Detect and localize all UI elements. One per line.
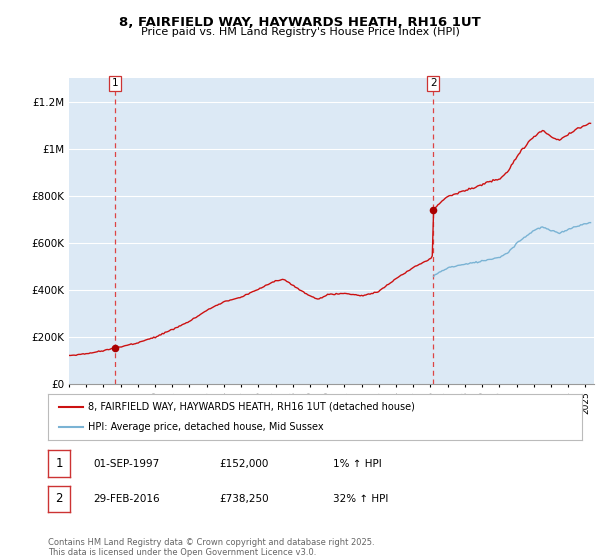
Text: 2: 2 — [55, 492, 63, 506]
Text: £152,000: £152,000 — [219, 459, 268, 469]
Text: Contains HM Land Registry data © Crown copyright and database right 2025.
This d: Contains HM Land Registry data © Crown c… — [48, 538, 374, 557]
Text: £738,250: £738,250 — [219, 494, 269, 504]
Text: 8, FAIRFIELD WAY, HAYWARDS HEATH, RH16 1UT (detached house): 8, FAIRFIELD WAY, HAYWARDS HEATH, RH16 1… — [88, 402, 415, 412]
Text: 29-FEB-2016: 29-FEB-2016 — [93, 494, 160, 504]
Text: HPI: Average price, detached house, Mid Sussex: HPI: Average price, detached house, Mid … — [88, 422, 323, 432]
Text: 1: 1 — [55, 457, 63, 470]
Text: 1: 1 — [112, 78, 118, 88]
Text: 32% ↑ HPI: 32% ↑ HPI — [333, 494, 388, 504]
Text: Price paid vs. HM Land Registry's House Price Index (HPI): Price paid vs. HM Land Registry's House … — [140, 27, 460, 37]
Text: 2: 2 — [430, 78, 437, 88]
Text: 01-SEP-1997: 01-SEP-1997 — [93, 459, 159, 469]
Point — [428, 206, 438, 215]
Text: 1% ↑ HPI: 1% ↑ HPI — [333, 459, 382, 469]
Point — [110, 343, 120, 352]
Text: 8, FAIRFIELD WAY, HAYWARDS HEATH, RH16 1UT: 8, FAIRFIELD WAY, HAYWARDS HEATH, RH16 1… — [119, 16, 481, 29]
